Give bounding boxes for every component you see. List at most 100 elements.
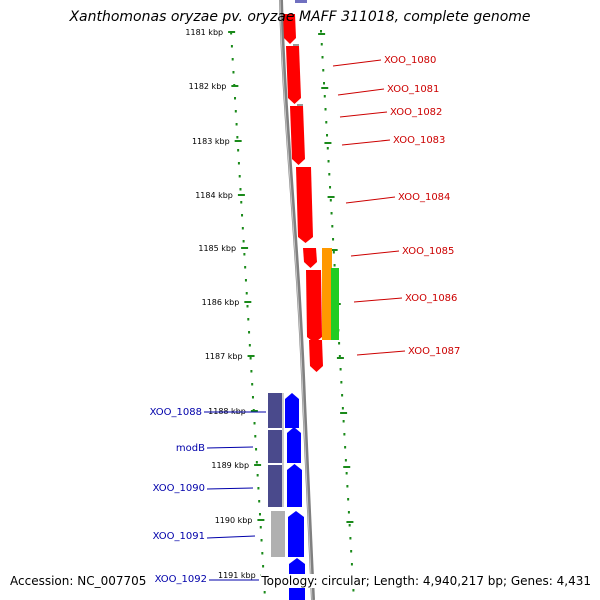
gene-label-leader	[356, 350, 406, 356]
gene-block-orange[interactable]	[322, 248, 332, 268]
ruler-dot	[338, 355, 341, 358]
ruler-dot	[232, 71, 235, 74]
gene-gap[interactable]	[282, 393, 284, 507]
genes-value: 4,431	[556, 574, 591, 588]
gene-block[interactable]	[283, 14, 296, 44]
ruler-dot	[240, 201, 243, 204]
gene-block[interactable]	[290, 106, 305, 165]
ruler-dot	[341, 394, 344, 397]
gene-label-xoo-1091[interactable]: XOO_1091	[153, 531, 205, 542]
ruler-dot	[320, 30, 322, 33]
topology-label: Topology:	[261, 574, 322, 588]
gene-label-leader	[337, 88, 385, 96]
kbp-tick-label: 1190 kbp	[215, 516, 253, 525]
gene-label-leader	[332, 59, 382, 67]
gene-separator[interactable]	[293, 44, 299, 46]
gene-label-xoo-1090[interactable]: XOO_1090	[153, 483, 205, 494]
gene-block[interactable]	[306, 270, 322, 343]
gene-block[interactable]	[287, 464, 302, 507]
kbp-tick-label: 1185 kbp	[198, 244, 236, 253]
gene-block-purple[interactable]	[268, 465, 282, 507]
topology-value: circular	[321, 574, 366, 588]
gene-label-leader	[353, 297, 403, 303]
ruler-dot	[324, 108, 327, 111]
gene-label-xoo-1084[interactable]: XOO_1084	[398, 192, 450, 203]
ruler-dot	[251, 396, 254, 399]
gene-label-leader	[206, 487, 254, 490]
ruler-dot	[248, 344, 251, 347]
gene-block[interactable]	[285, 393, 299, 428]
kbp-tick-mark-right	[321, 87, 329, 89]
ruler-dot	[339, 368, 342, 371]
ruler-dot	[249, 357, 252, 360]
ruler-dot	[243, 253, 246, 256]
gene-block[interactable]	[287, 427, 301, 463]
ruler-dot	[326, 134, 329, 137]
ruler-dot	[263, 591, 266, 594]
ruler-dot	[260, 539, 263, 542]
ruler-dot	[251, 383, 254, 386]
kbp-tick-mark-right	[336, 357, 344, 359]
accession-value: NC_007705	[77, 574, 147, 588]
ruler-dot	[330, 212, 333, 215]
gene-label-modb[interactable]: modB	[176, 443, 205, 454]
ruler-dot	[323, 95, 326, 98]
gene-label-leader	[206, 535, 256, 539]
kbp-tick-mark-right	[346, 521, 354, 523]
gene-block-top[interactable]	[295, 0, 307, 3]
ruler-dot	[259, 526, 262, 529]
kbp-tick-mark	[228, 31, 236, 33]
ruler-dot	[253, 422, 256, 425]
gene-block[interactable]	[296, 167, 313, 243]
ruler-dot	[246, 305, 249, 308]
gene-block[interactable]	[288, 511, 304, 557]
gene-label-xoo-1086[interactable]: XOO_1086	[405, 293, 457, 304]
ruler-dot	[325, 121, 328, 124]
ruler-dot	[338, 342, 341, 345]
ruler-dot	[241, 227, 244, 230]
ruler-dot	[242, 240, 245, 243]
gene-block-purple[interactable]	[268, 430, 282, 463]
gene-label-xoo-1085[interactable]: XOO_1085	[402, 246, 454, 257]
ruler-dot	[352, 589, 355, 592]
gene-block-orange[interactable]	[322, 268, 332, 340]
gene-block[interactable]	[309, 340, 323, 372]
length-label: ; Length:	[365, 574, 423, 588]
ruler-dot	[333, 264, 336, 267]
gene-block-purple[interactable]	[268, 393, 282, 428]
length-value: 4,940,217 bp	[422, 574, 503, 588]
accession-label: Accession:	[10, 574, 78, 588]
ruler-dot	[231, 58, 234, 61]
ruler-dot	[342, 420, 345, 423]
ruler-dot	[230, 32, 233, 35]
gene-label-xoo-1083[interactable]: XOO_1083	[393, 135, 445, 146]
ruler-dot	[245, 292, 248, 295]
gene-block-gray[interactable]	[271, 511, 285, 557]
kbp-tick-label: 1183 kbp	[192, 137, 230, 146]
gene-label-leader	[206, 446, 254, 449]
gene-label-xoo-1087[interactable]: XOO_1087	[408, 346, 460, 357]
ruler-dot	[248, 331, 251, 334]
kbp-tick-mark-right	[330, 249, 338, 251]
kbp-tick-mark	[254, 464, 262, 466]
gene-label-leader	[339, 111, 388, 118]
kbp-tick-mark	[250, 410, 258, 412]
ruler-dot	[258, 513, 261, 516]
gene-separator[interactable]	[297, 104, 303, 106]
gene-block[interactable]	[286, 46, 301, 104]
gene-label-xoo-1092[interactable]: XOO_1092	[155, 574, 207, 585]
ruler-dot	[332, 238, 335, 241]
gene-label-xoo-1081[interactable]: XOO_1081	[387, 84, 439, 95]
ruler-dot	[346, 485, 349, 488]
kbp-tick-mark	[244, 301, 252, 303]
gene-label-xoo-1080[interactable]: XOO_1080	[384, 55, 436, 66]
gene-block-green[interactable]	[331, 268, 339, 340]
gene-block[interactable]	[303, 248, 317, 268]
kbp-tick-mark	[234, 140, 242, 142]
gene-label-xoo-1088[interactable]: XOO_1088	[150, 407, 202, 418]
ruler-dot	[256, 474, 259, 477]
gene-label-xoo-1082[interactable]: XOO_1082	[390, 107, 442, 118]
ruler-dot	[258, 500, 261, 503]
ruler-dot	[329, 199, 332, 202]
ruler-dot	[234, 110, 237, 113]
